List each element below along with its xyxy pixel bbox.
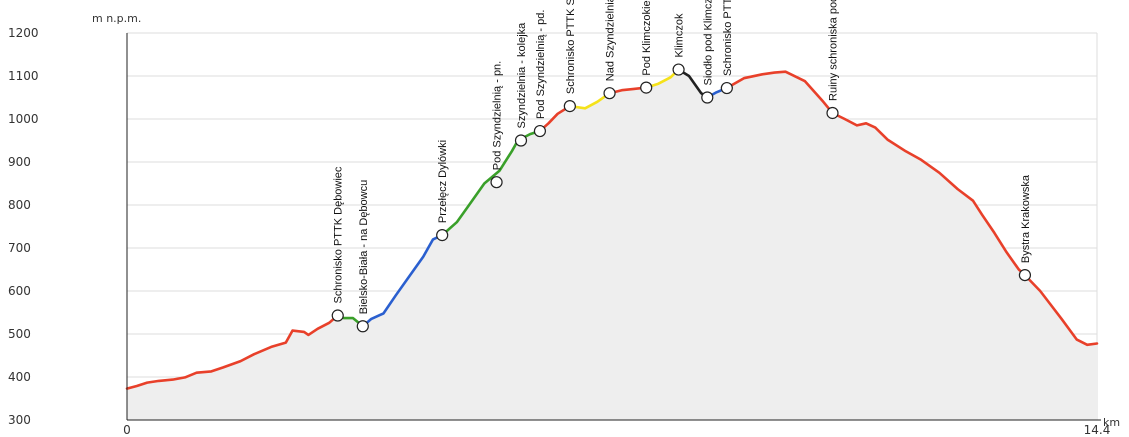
waypoint-marker[interactable] [436,229,449,242]
y-tick-label: 1100 [8,69,39,83]
waypoint-label: Szyndzielnia - kolejka [516,22,528,129]
y-tick-label: 800 [8,198,31,212]
waypoint-marker[interactable] [356,320,369,333]
x-tick-label: 0 [123,423,131,437]
y-tick-label: 500 [8,327,31,341]
waypoint-label: Bielsko-Biała - na Dębowcu [358,180,370,315]
waypoint-marker[interactable] [533,124,547,138]
waypoint-label: Schronisko PTTK Szyndzielnia [565,0,577,94]
y-tick-label: 700 [8,241,31,255]
waypoint-marker[interactable] [720,81,733,95]
route-segment-10 [725,70,1099,347]
x-tick-label: 14.4 [1084,423,1111,437]
waypoints [331,63,1032,333]
y-tick-label: 1200 [8,26,39,40]
waypoint-marker[interactable] [701,91,714,104]
waypoint-marker[interactable] [563,99,576,113]
waypoint-label: Pod Szyndzielnią - pn. [492,61,504,170]
y-tick-label: 1000 [8,112,39,126]
y-tick-label: 600 [8,284,31,298]
route-segment-3 [440,129,542,237]
waypoint-marker[interactable] [331,309,344,322]
waypoint-label: Klimczok [674,13,686,58]
route-segment-0 [125,314,340,390]
waypoint-marker[interactable] [1018,268,1032,282]
waypoint-marker[interactable] [826,106,839,120]
y-tick-label: 400 [8,370,31,384]
route-segment-5 [568,91,611,110]
x-axis-unit-label: km [1103,416,1120,429]
waypoint-label: Przełęcz Dylówki [437,140,449,223]
waypoint-label: Schronisko PTTK Dębowiec [333,166,345,303]
y-axis-unit-label: m n.p.m. [92,12,141,25]
waypoint-labels: Schronisko PTTK Dębowiec Bielsko-Biała - … [333,0,1032,314]
waypoint-label: Pod Szyndzielnią - pd. [535,10,547,119]
waypoint-marker[interactable] [672,63,685,76]
y-tick-label: 900 [8,155,31,169]
waypoint-label: Schronisko PTTK Klimczok [722,0,734,76]
waypoint-marker[interactable] [514,134,528,147]
elevation-area-fill [127,69,1097,420]
waypoint-label: Pod Klimczokiem - odejście czerwonego [641,0,653,76]
route-segment-2 [361,233,444,328]
waypoint-label: Nad Szyndzielnią [605,0,617,81]
waypoint-label: Bystra Krakowska [1020,174,1032,263]
waypoint-marker[interactable] [603,87,616,100]
route-segment-6 [608,86,648,95]
y-tick-label: 300 [8,413,31,427]
axes: 0 14.4 [123,33,1110,437]
waypoint-marker[interactable] [640,81,653,94]
waypoint-label: Ruiny schroniska pod Klimczokiem [828,0,840,101]
waypoint-marker[interactable] [490,176,503,189]
waypoint-label: Siodło pod Klimczokiem [702,0,714,86]
